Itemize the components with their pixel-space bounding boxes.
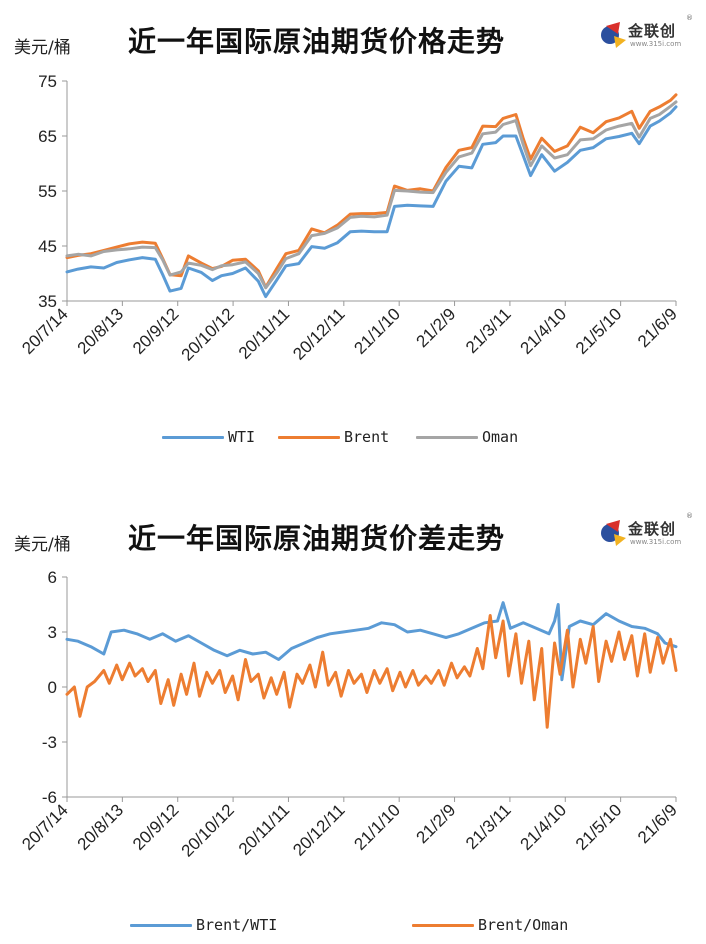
x-tick-label: 21/5/10 xyxy=(572,800,626,854)
x-tick-label: 21/4/10 xyxy=(517,304,571,358)
legend-label-brent: Brent xyxy=(344,428,390,446)
price-chart-panel: 美元/桶 近一年国际原油期货价格走势 金联创 ® www.315i.com 35… xyxy=(0,0,706,470)
brand-logo: 金联创 ® www.315i.com xyxy=(600,14,700,54)
y-tick-label: 55 xyxy=(38,182,57,201)
x-tick-label: 21/6/9 xyxy=(634,304,681,351)
price-legend: WTI Brent Oman xyxy=(0,428,706,448)
x-tick-label: 21/3/11 xyxy=(462,304,515,357)
x-tick-label: 21/1/10 xyxy=(350,800,404,854)
x-tick-label: 20/11/11 xyxy=(235,304,293,362)
logo-subtext: www.315i.com xyxy=(630,40,682,48)
x-tick-label: 20/10/12 xyxy=(178,800,238,860)
x-tick-label: 21/2/9 xyxy=(413,800,460,847)
logo-registered-mark: ® xyxy=(686,14,693,22)
y-tick-label: 3 xyxy=(48,623,57,642)
y-tick-label: 45 xyxy=(38,237,57,256)
series-line-wti xyxy=(65,105,678,299)
x-tick-label: 20/12/11 xyxy=(289,304,348,363)
x-tick-label: 21/5/10 xyxy=(572,304,626,358)
x-tick-label: 20/7/14 xyxy=(18,800,72,854)
legend-swatch-brent-wti xyxy=(130,923,192,927)
legend-swatch-wti xyxy=(162,435,224,439)
x-tick-label: 20/11/11 xyxy=(235,800,293,858)
x-tick-label: 20/9/12 xyxy=(129,304,183,358)
legend-swatch-brent-oman xyxy=(412,923,474,927)
x-tick-label: 20/9/12 xyxy=(129,800,183,854)
x-tick-label: 21/3/11 xyxy=(462,800,515,853)
legend-item-wti: WTI xyxy=(162,428,255,446)
legend-item-brent: Brent xyxy=(278,428,389,446)
legend-item-brent-wti: Brent/WTI xyxy=(130,916,277,934)
logo-text: 金联创 xyxy=(628,520,677,538)
price-unit-label: 美元/桶 xyxy=(14,38,71,58)
x-tick-label: 20/10/12 xyxy=(178,304,238,364)
x-tick-label: 20/8/13 xyxy=(74,304,128,358)
logo-mark-icon xyxy=(601,520,626,546)
x-tick-label: 21/4/10 xyxy=(517,800,571,854)
legend-swatch-oman xyxy=(416,435,478,439)
legend-label-brent-wti: Brent/WTI xyxy=(196,916,278,934)
brand-logo-2: 金联创 ® www.315i.com xyxy=(600,512,700,552)
logo-registered-mark: ® xyxy=(686,512,693,520)
y-tick-label: 0 xyxy=(48,678,57,697)
logo-text: 金联创 xyxy=(628,22,677,40)
spread-legend: Brent/WTI Brent/Oman xyxy=(0,916,706,936)
series-line-oman xyxy=(65,100,678,290)
x-tick-label: 21/1/10 xyxy=(350,304,404,358)
y-tick-label: 35 xyxy=(38,292,57,311)
price-chart-title: 近一年国际原油期货价格走势 xyxy=(128,25,506,58)
x-tick-label: 20/7/14 xyxy=(18,304,72,358)
y-tick-label: 75 xyxy=(38,72,57,91)
series-line-brent-oman xyxy=(65,614,678,729)
y-tick-label: -6 xyxy=(42,788,57,807)
legend-label-brent-oman: Brent/Oman xyxy=(478,916,569,934)
spread-chart-title: 近一年国际原油期货价差走势 xyxy=(128,522,506,555)
x-tick-label: 20/12/11 xyxy=(289,800,348,859)
logo-subtext: www.315i.com xyxy=(630,538,682,546)
spread-unit-label: 美元/桶 xyxy=(14,535,71,555)
legend-item-oman: Oman xyxy=(416,428,518,446)
logo-mark-icon xyxy=(601,22,626,48)
series-line-brent xyxy=(65,93,678,289)
y-tick-label: 6 xyxy=(48,568,57,587)
series-line-brent-wti xyxy=(65,601,678,682)
legend-label-wti: WTI xyxy=(228,428,256,446)
spread-chart-panel: 美元/桶 近一年国际原油期货价差走势 金联创 ® www.315i.com -6… xyxy=(0,500,706,944)
legend-label-oman: Oman xyxy=(482,428,519,446)
legend-swatch-brent xyxy=(278,435,340,439)
y-tick-label: 65 xyxy=(38,127,57,146)
x-tick-label: 21/2/9 xyxy=(413,304,460,351)
legend-item-brent-oman: Brent/Oman xyxy=(412,916,568,934)
y-tick-label: -3 xyxy=(42,733,57,752)
x-tick-label: 20/8/13 xyxy=(74,800,128,854)
x-tick-label: 21/6/9 xyxy=(634,800,681,847)
